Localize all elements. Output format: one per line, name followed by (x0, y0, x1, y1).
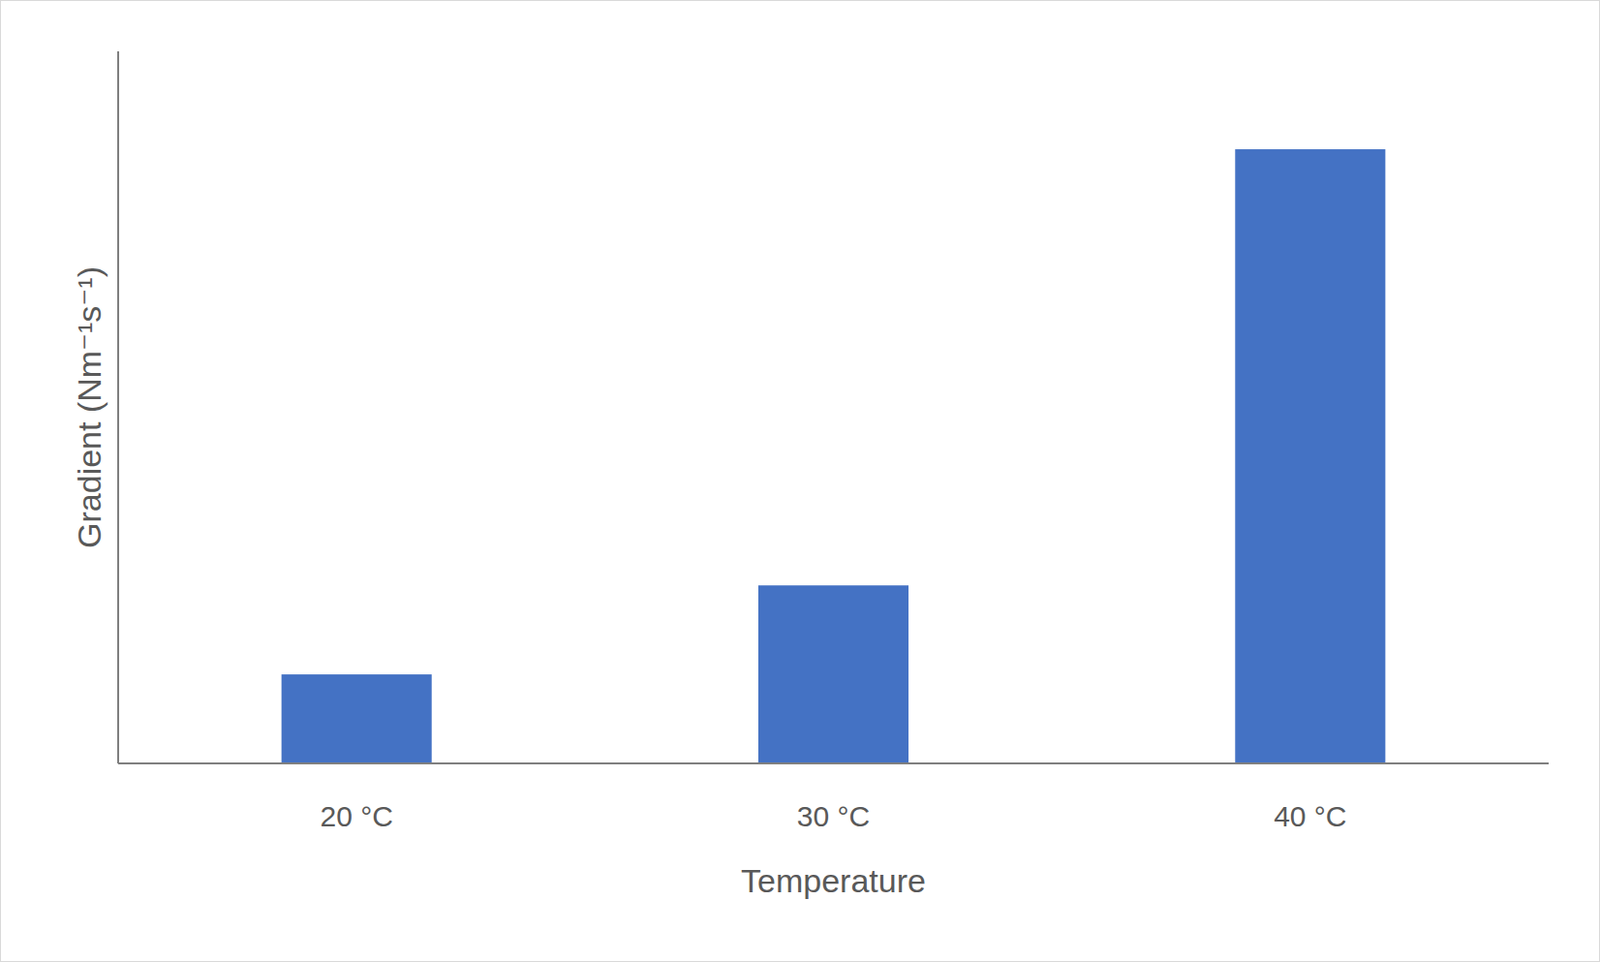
chart: 20 °C 30 °C 40 °C Temperature Gradient (Nm⁻¹… (0, 0, 1600, 962)
y-axis-label: Gradient (Nm⁻¹s⁻¹) (70, 266, 108, 549)
x-tick-label: 30 °C (797, 800, 870, 832)
bars (281, 149, 1386, 764)
x-tick-label: 40 °C (1273, 800, 1347, 832)
bar (1234, 149, 1385, 764)
y-axis (117, 51, 120, 764)
x-tick-label: 20 °C (319, 800, 393, 832)
x-axis-label: Temperature (740, 861, 926, 899)
bar (758, 584, 909, 764)
bar (281, 674, 432, 764)
x-axis (118, 762, 1549, 765)
